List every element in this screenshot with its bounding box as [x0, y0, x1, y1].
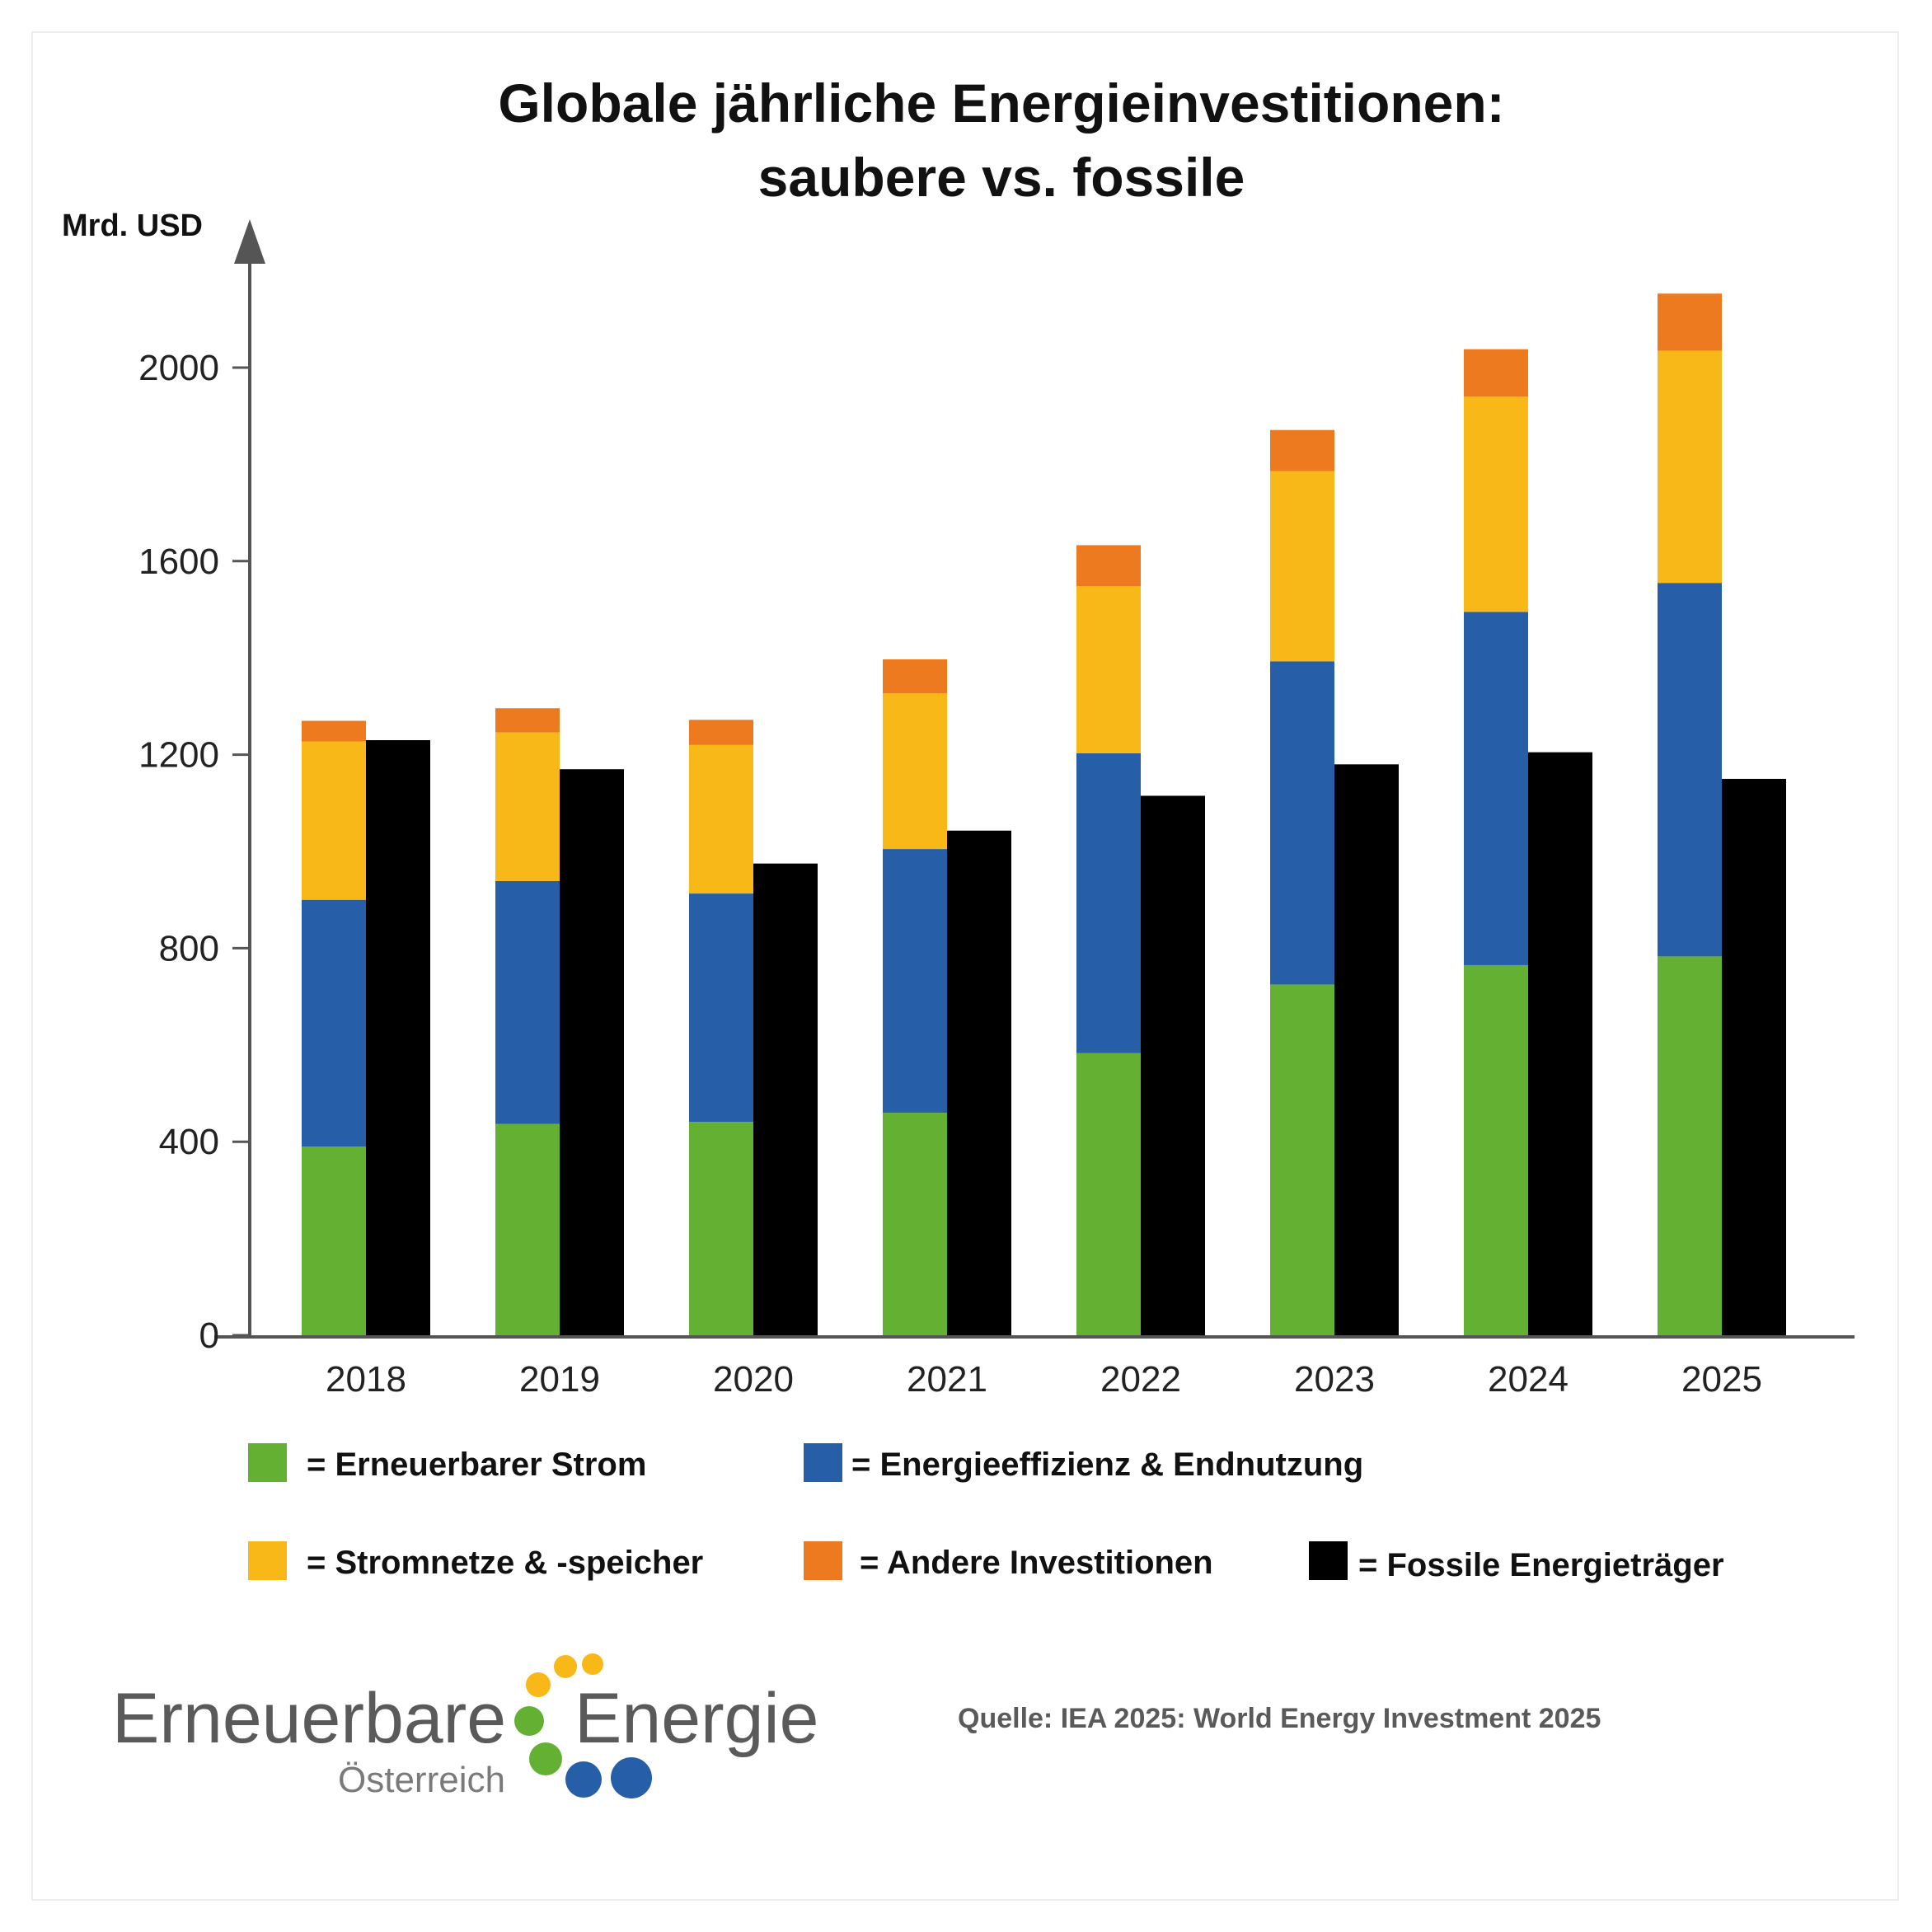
bar-grids-2021: [883, 693, 947, 850]
x-tick-label-2024: 2024: [1488, 1359, 1569, 1400]
logo-dot-blue-2: [611, 1757, 652, 1798]
bar-grids-2018: [302, 741, 366, 900]
y-tick-label-0: 0: [199, 1315, 219, 1356]
x-tick-label-2019: 2019: [519, 1359, 600, 1400]
x-tick-label-2020: 2020: [713, 1359, 794, 1400]
bar-other-2023: [1270, 429, 1334, 471]
bar-other-2019: [495, 708, 560, 733]
bar-grids-2025: [1658, 350, 1722, 584]
y-ticks: 0 400 800 1200 1600 2000: [138, 348, 250, 1356]
bar-efficiency-2018: [302, 899, 366, 1147]
legend-label-grids: = Stromnetze & -speicher: [307, 1545, 703, 1581]
x-tick-label-2025: 2025: [1681, 1359, 1762, 1400]
bar-fossil-2022: [1141, 795, 1205, 1335]
bar-other-2018: [302, 720, 366, 742]
x-tick-label-2021: 2021: [907, 1359, 987, 1400]
y-tick-label-2000: 2000: [138, 348, 219, 388]
legend-label-efficiency: = Energieeffizienz & Endnutzung: [851, 1447, 1363, 1483]
logo-dot-green-1: [514, 1706, 544, 1736]
bar-renewable-2024: [1464, 964, 1528, 1335]
y-tick-label-1600: 1600: [138, 542, 219, 582]
legend-swatch-other: [804, 1541, 842, 1580]
logo-word-oesterreich: Österreich: [338, 1760, 505, 1800]
logo-dot-green-2: [529, 1742, 562, 1775]
bars: [302, 293, 1786, 1335]
bar-other-2020: [689, 720, 753, 745]
bar-grids-2024: [1464, 396, 1528, 612]
bar-efficiency-2025: [1658, 583, 1722, 957]
x-ticks: 2018 2019 2020 2021 2022 2023 2024 2025: [326, 1359, 1762, 1400]
legend-swatch-grids: [248, 1541, 287, 1580]
bar-efficiency-2024: [1464, 612, 1528, 965]
axes: [214, 219, 1855, 1339]
legend-swatch-renewable: [248, 1443, 287, 1482]
bar-efficiency-2022: [1076, 753, 1141, 1053]
logo-word-energie: Energie: [574, 1679, 818, 1758]
legend: = Erneuerbarer Strom = Energieeffizienz …: [248, 1443, 1724, 1583]
bar-fossil-2023: [1334, 764, 1399, 1335]
x-tick-label-2022: 2022: [1100, 1359, 1181, 1400]
bar-renewable-2022: [1076, 1053, 1141, 1335]
bar-efficiency-2020: [689, 893, 753, 1123]
legend-label-fossil: = Fossile Energieträger: [1358, 1547, 1724, 1583]
y-tick-label-400: 400: [159, 1122, 219, 1162]
source-note: Quelle: IEA 2025: World Energy Investmen…: [958, 1703, 1601, 1734]
bar-grids-2023: [1270, 471, 1334, 662]
bar-efficiency-2021: [883, 849, 947, 1113]
chart-title-line-1: Globale jährliche Energieinvestitionen:: [498, 73, 1504, 134]
logo-dot-blue-1: [565, 1761, 602, 1798]
legend-label-other: = Andere Investitionen: [860, 1545, 1213, 1581]
bar-renewable-2023: [1270, 984, 1334, 1335]
logo: Erneuerbare Energie Österreich: [112, 1653, 818, 1800]
bar-renewable-2025: [1658, 956, 1722, 1335]
bar-fossil-2019: [560, 769, 624, 1335]
legend-label-renewable: = Erneuerbarer Strom: [307, 1447, 646, 1483]
legend-swatch-fossil: [1309, 1541, 1348, 1580]
bar-renewable-2019: [495, 1123, 560, 1335]
logo-dot-yellow-3: [582, 1653, 603, 1675]
bar-other-2022: [1076, 545, 1141, 587]
bar-renewable-2018: [302, 1147, 366, 1335]
y-tick-label-800: 800: [159, 928, 219, 968]
bar-fossil-2024: [1528, 752, 1592, 1335]
bar-efficiency-2023: [1270, 661, 1334, 985]
x-tick-label-2023: 2023: [1294, 1359, 1375, 1400]
bar-grids-2019: [495, 732, 560, 881]
bar-grids-2020: [689, 744, 753, 894]
logo-dot-yellow-2: [554, 1655, 577, 1678]
bar-other-2025: [1658, 293, 1722, 351]
bar-efficiency-2019: [495, 880, 560, 1124]
y-tick-label-1200: 1200: [138, 735, 219, 776]
logo-word-erneuerbare: Erneuerbare: [112, 1679, 506, 1758]
bar-renewable-2020: [689, 1122, 753, 1335]
legend-swatch-efficiency: [804, 1443, 842, 1482]
y-axis-label: Mrd. USD: [62, 209, 203, 243]
bar-fossil-2021: [947, 830, 1011, 1335]
bar-other-2021: [883, 659, 947, 694]
bar-fossil-2020: [753, 863, 818, 1335]
chart-title-line-2: saubere vs. fossile: [758, 147, 1245, 208]
x-tick-label-2018: 2018: [326, 1359, 406, 1400]
bar-other-2024: [1464, 349, 1528, 397]
y-axis-arrow-icon: [234, 219, 265, 264]
bar-renewable-2021: [883, 1112, 947, 1335]
bar-fossil-2018: [366, 739, 430, 1335]
bar-grids-2022: [1076, 586, 1141, 753]
bar-fossil-2025: [1722, 778, 1786, 1335]
logo-dot-yellow-1: [526, 1672, 551, 1697]
